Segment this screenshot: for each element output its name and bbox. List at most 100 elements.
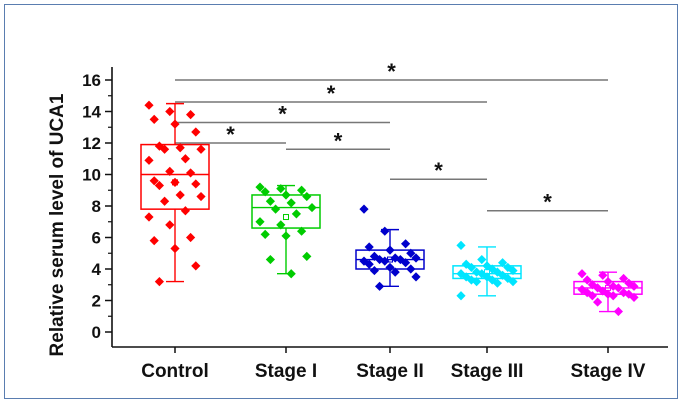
significance-star: * [387,59,396,84]
data-point [154,180,164,191]
data-point [281,190,291,200]
data-point [375,281,385,291]
points-group [144,100,639,317]
data-point [503,262,513,273]
data-point [385,245,395,255]
data-point [302,191,312,202]
data-point [265,196,275,206]
data-point [477,269,487,279]
data-point [154,277,164,287]
data-point [276,184,286,194]
data-point [472,277,482,287]
significance-star: * [543,190,552,215]
data-point [629,292,639,302]
data-point [260,187,270,197]
data-point [598,270,608,280]
data-point [613,283,623,293]
data-point [369,265,379,276]
data-point [170,119,180,129]
y-tick-label: 12 [82,134,101,153]
data-point [390,267,400,277]
data-point [608,291,618,301]
data-point [191,127,201,137]
data-point [498,270,508,280]
data-point [180,154,190,164]
data-point [508,265,518,276]
data-point [411,272,421,282]
data-point [191,179,201,189]
data-point [364,259,374,269]
data-point [286,198,296,208]
data-point [406,248,416,258]
data-point [624,289,634,299]
data-point [456,291,466,301]
data-point [466,262,476,273]
data-point [260,229,270,239]
data-point [276,220,286,230]
data-point [492,267,502,277]
data-point [598,286,608,296]
x-category-label: Stage III [451,361,524,382]
data-point [577,284,587,295]
data-point [487,275,497,285]
data-point [380,226,390,236]
y-tick-label: 14 [82,103,101,122]
data-point [401,239,411,249]
data-point [149,114,159,124]
data-point [302,251,312,261]
data-point [160,196,170,206]
data-point [196,191,206,202]
x-category-label: Control [141,361,209,382]
data-point [271,204,281,214]
data-point [281,231,291,241]
data-point [297,226,307,236]
significance-star: * [226,122,235,147]
data-point [401,258,411,268]
data-point [380,256,390,266]
data-point [175,143,185,153]
data-point [492,278,502,288]
data-point [149,176,159,186]
significance-star: * [278,102,287,127]
data-point [456,240,466,250]
y-tick-label: 6 [92,229,101,248]
y-tick-label: 16 [82,71,101,90]
mean-marker [283,214,289,221]
data-point [186,168,196,178]
data-point [593,297,603,307]
data-point [587,291,597,301]
data-point [149,236,159,246]
data-point [297,185,307,195]
data-point [629,281,639,291]
data-point [186,110,196,120]
data-point [472,267,482,277]
data-point [364,242,374,252]
data-point [165,220,175,230]
box-iqr [140,143,210,210]
data-point [286,269,296,279]
significance-star: * [434,158,443,183]
data-point [577,269,587,279]
data-point [613,306,623,317]
data-point [375,254,385,265]
data-point [466,275,476,285]
data-point [359,204,369,214]
y-axis-label: Relative serum level of UCA1 [47,93,68,356]
x-category-label: Stage IV [571,361,646,382]
data-point [411,253,421,263]
data-point [603,277,613,287]
axes-group: 0 2 4 6 8 10 12 14 16 Control Stage I Stage II Stage… [82,67,668,382]
data-point [144,212,154,222]
data-point [307,202,317,213]
significance-star: * [334,128,343,153]
x-category-label: Stage I [255,361,317,382]
data-point [175,190,185,200]
y-tick-label: 8 [92,197,101,216]
data-point [291,209,301,219]
data-point [390,253,400,263]
y-tick-label: 0 [92,323,101,342]
data-point [180,206,190,216]
data-point [160,144,170,154]
data-point [619,273,629,284]
